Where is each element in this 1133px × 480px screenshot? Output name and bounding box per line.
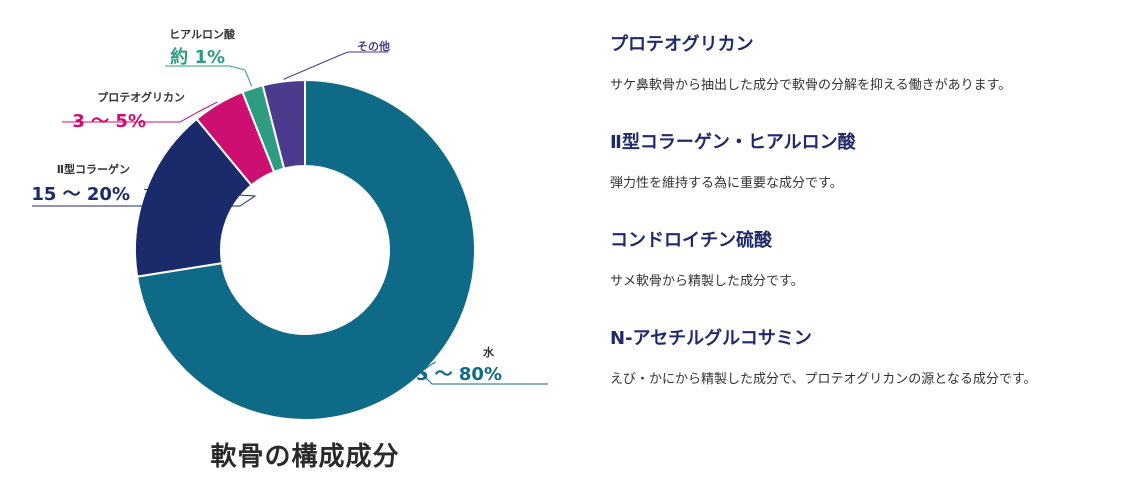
slice-name-label: プロテオグリカン	[97, 90, 185, 104]
component-descriptions: プロテオグリカン サケ鼻軟骨から抽出した成分で軟骨の分解を抑える働きがあります。…	[610, 32, 1120, 390]
donut-slice	[135, 78, 476, 421]
slice-labels: 水 65 〜 80% Ⅱ型コラーゲン 15 〜 20% プロテオグリカン 3 〜 5% ヒア…	[31, 27, 502, 385]
slice-value-label: 15 〜 20%	[31, 184, 130, 205]
leader-line	[283, 51, 388, 80]
component-item-glucosamine: N-アセチルグルコサミン えび・かにから精製した成分で、プロテオグリカンの源とな…	[610, 326, 1120, 390]
component-title: コンドロイチン硫酸	[610, 230, 772, 251]
slice-value-label: 約 1%	[170, 46, 225, 68]
component-item-chondroitin: コンドロイチン硫酸 サメ軟骨から精製した成分です。	[610, 228, 1120, 292]
component-item-proteoglycan: プロテオグリカン サケ鼻軟骨から抽出した成分で軟骨の分解を抑える働きがあります。	[610, 32, 1120, 96]
component-item-collagen: Ⅱ型コラーゲン・ヒアルロン酸 弾力性を維持する為に重要な成分です。	[610, 130, 1120, 194]
donut-chart: 水 65 〜 80% Ⅱ型コラーゲン 15 〜 20% プロテオグリカン 3 〜 5% ヒア…	[31, 27, 548, 421]
leader-line	[419, 361, 548, 385]
component-description: えび・かにから精製した成分で、プロテオグリカンの源となる成分です。	[610, 372, 1037, 387]
slice-name-label: その他	[357, 39, 390, 53]
component-title: プロテオグリカン	[610, 34, 754, 55]
chart-title: 軟骨の構成成分	[210, 442, 400, 472]
leader-line	[165, 65, 253, 87]
component-description: サケ鼻軟骨から抽出した成分で軟骨の分解を抑える働きがあります。	[610, 78, 1012, 93]
component-title: N-アセチルグルコサミン	[610, 328, 812, 349]
slice-name-label: Ⅱ型コラーゲン	[57, 162, 130, 176]
component-description: 弾力性を維持する為に重要な成分です。	[610, 176, 843, 191]
slice-value-label: 3 〜 5%	[72, 111, 146, 132]
slice-name-label: 水	[483, 345, 495, 359]
donut-slice	[134, 117, 253, 278]
component-description: サメ軟骨から精製した成分です。	[610, 274, 804, 289]
component-title: Ⅱ型コラーゲン・ヒアルロン酸	[610, 132, 856, 153]
donut-slices	[134, 78, 476, 421]
slice-name-label: ヒアルロン酸	[169, 27, 236, 41]
leader-line	[32, 188, 257, 207]
slice-value-label: 65 〜 80%	[403, 364, 502, 385]
donut-slice	[261, 78, 306, 170]
label-leader-lines	[32, 51, 548, 385]
leader-line	[62, 101, 218, 123]
